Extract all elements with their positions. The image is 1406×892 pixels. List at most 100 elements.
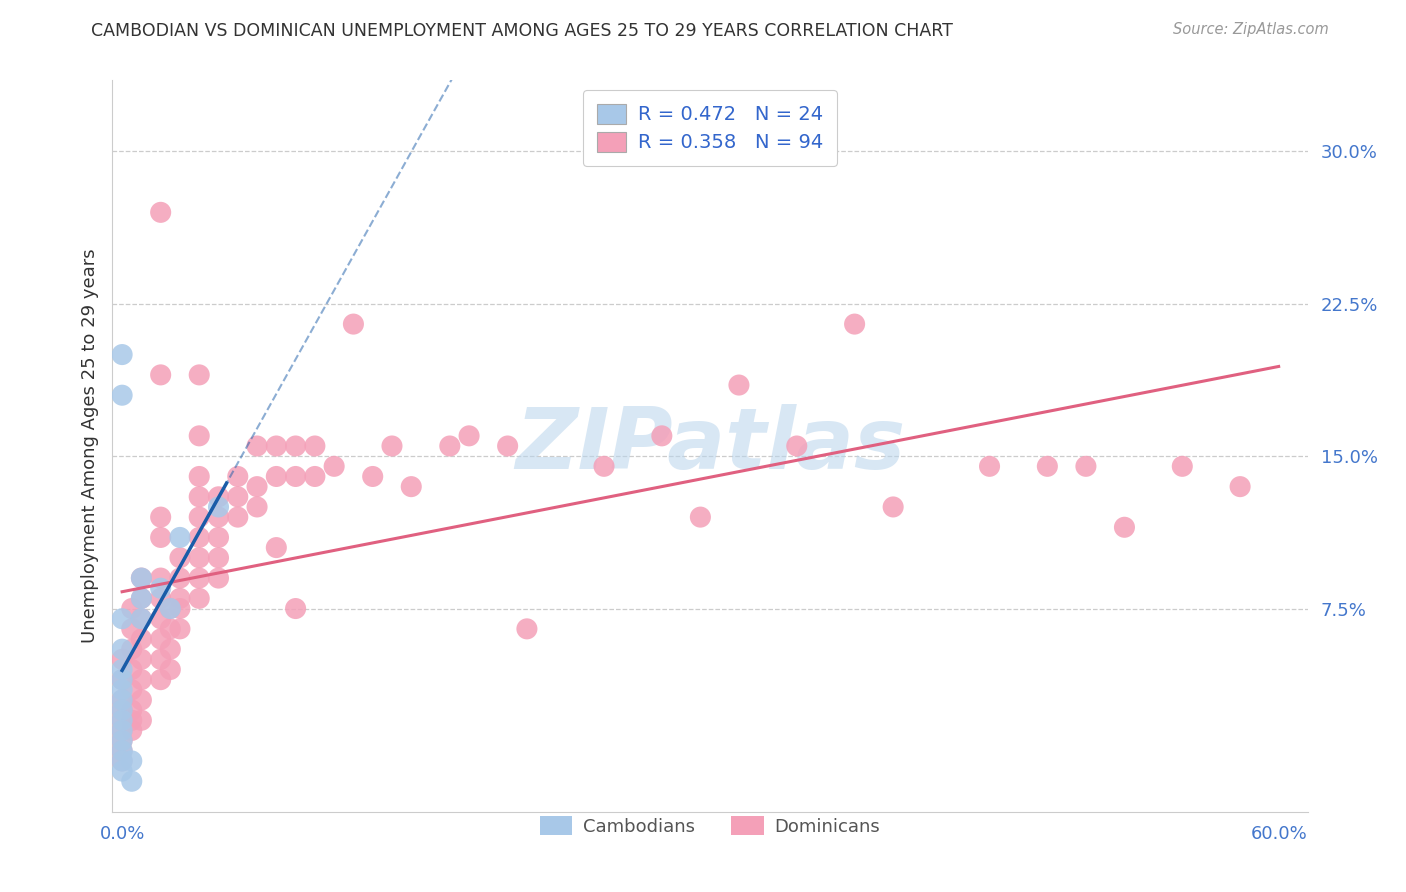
Point [131, 632, 153, 646]
Point [131, 591, 153, 606]
Point [131, 591, 153, 606]
Point [401, 480, 423, 494]
Point [159, 663, 181, 677]
Point [304, 469, 326, 483]
Point [121, 663, 143, 677]
Point [651, 429, 673, 443]
Point [728, 378, 751, 392]
Point [188, 469, 211, 483]
Point [121, 774, 143, 789]
Point [169, 530, 191, 544]
Point [188, 490, 211, 504]
Point [207, 510, 229, 524]
Point [149, 530, 172, 544]
Y-axis label: Unemployment Among Ages 25 to 29 years: Unemployment Among Ages 25 to 29 years [80, 249, 98, 643]
Point [121, 622, 143, 636]
Point [111, 612, 134, 626]
Point [111, 693, 134, 707]
Point [111, 663, 134, 677]
Point [1171, 459, 1194, 474]
Point [342, 317, 364, 331]
Point [188, 530, 211, 544]
Point [496, 439, 519, 453]
Point [1036, 459, 1059, 474]
Point [159, 642, 181, 657]
Point [188, 368, 211, 382]
Point [131, 612, 153, 626]
Point [266, 541, 288, 555]
Point [111, 733, 134, 747]
Point [149, 368, 172, 382]
Point [689, 510, 711, 524]
Point [131, 714, 153, 728]
Point [207, 530, 229, 544]
Point [284, 469, 307, 483]
Point [111, 733, 134, 747]
Point [111, 764, 134, 778]
Point [149, 205, 172, 219]
Point [169, 571, 191, 585]
Point [246, 500, 269, 514]
Point [111, 682, 134, 697]
Point [1114, 520, 1136, 534]
Point [121, 703, 143, 717]
Point [131, 571, 153, 585]
Point [159, 622, 181, 636]
Point [111, 388, 134, 402]
Point [149, 581, 172, 595]
Point [111, 703, 134, 717]
Point [111, 714, 134, 728]
Point [207, 550, 229, 565]
Point [111, 754, 134, 768]
Point [458, 429, 481, 443]
Point [361, 469, 384, 483]
Point [149, 632, 172, 646]
Point [149, 510, 172, 524]
Point [516, 622, 538, 636]
Point [169, 591, 191, 606]
Point [246, 439, 269, 453]
Point [149, 571, 172, 585]
Point [188, 429, 211, 443]
Point [131, 612, 153, 626]
Point [169, 622, 191, 636]
Point [111, 744, 134, 758]
Point [169, 550, 191, 565]
Point [111, 348, 134, 362]
Point [159, 601, 181, 615]
Point [111, 642, 134, 657]
Point [323, 459, 346, 474]
Point [149, 612, 172, 626]
Point [121, 723, 143, 738]
Point [111, 673, 134, 687]
Point [111, 744, 134, 758]
Text: CAMBODIAN VS DOMINICAN UNEMPLOYMENT AMONG AGES 25 TO 29 YEARS CORRELATION CHART: CAMBODIAN VS DOMINICAN UNEMPLOYMENT AMON… [91, 22, 953, 40]
Point [188, 591, 211, 606]
Point [882, 500, 904, 514]
Point [207, 490, 229, 504]
Point [593, 459, 616, 474]
Point [188, 510, 211, 524]
Point [121, 601, 143, 615]
Point [131, 673, 153, 687]
Point [121, 642, 143, 657]
Point [131, 652, 153, 666]
Point [246, 480, 269, 494]
Point [844, 317, 866, 331]
Point [979, 459, 1001, 474]
Point [111, 754, 134, 768]
Text: ZIPatlas: ZIPatlas [515, 404, 905, 488]
Point [1074, 459, 1097, 474]
Point [381, 439, 404, 453]
Point [284, 601, 307, 615]
Point [131, 571, 153, 585]
Point [188, 571, 211, 585]
Point [121, 754, 143, 768]
Legend: Cambodians, Dominicans: Cambodians, Dominicans [533, 808, 887, 843]
Point [188, 550, 211, 565]
Point [226, 490, 249, 504]
Point [266, 439, 288, 453]
Point [169, 601, 191, 615]
Point [304, 439, 326, 453]
Point [159, 601, 181, 615]
